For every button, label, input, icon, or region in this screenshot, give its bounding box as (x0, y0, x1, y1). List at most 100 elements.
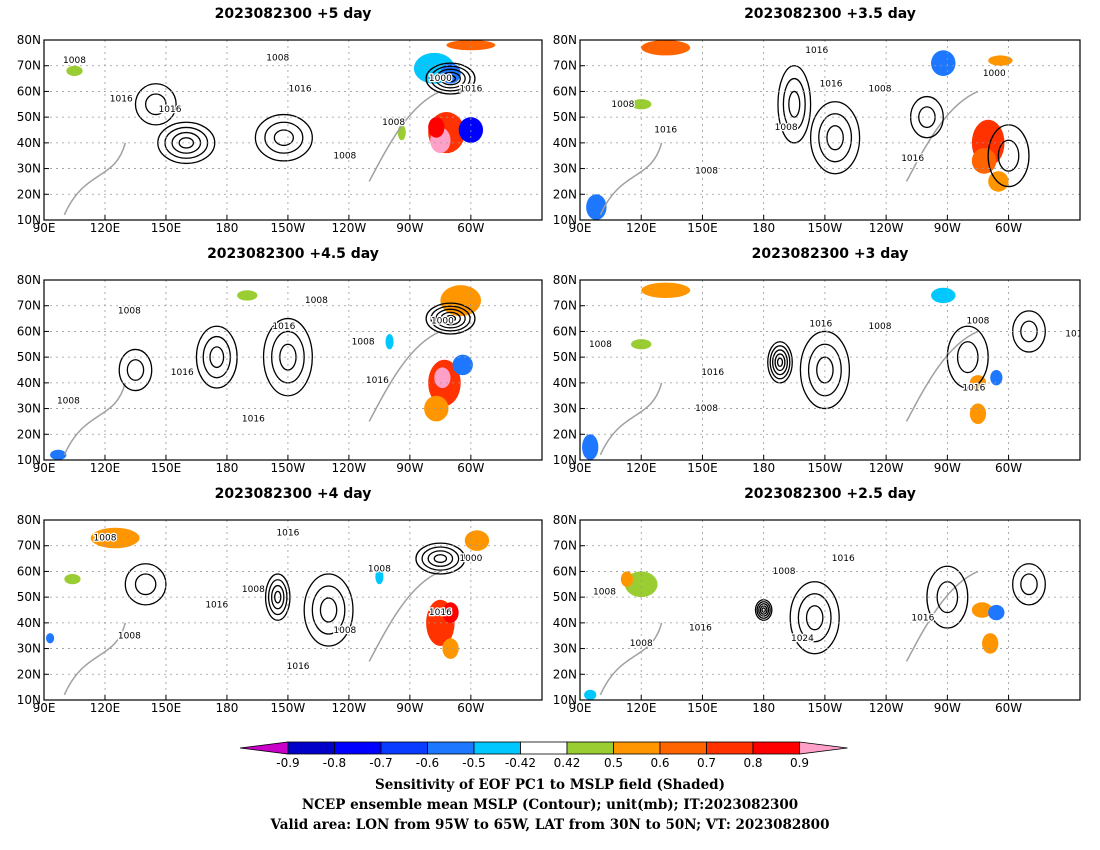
contour-label: 1008 (368, 564, 391, 574)
mslp-contour (445, 74, 457, 83)
mslp-contour (271, 330, 305, 384)
mslp-contour (134, 83, 177, 126)
mslp-contour (273, 129, 294, 147)
mslp-contour (909, 95, 944, 139)
contour-label: 1008 (333, 626, 356, 636)
colorbar-segment (706, 741, 754, 755)
colorbar-label: -0.9 (276, 756, 299, 770)
lon-tick-label: 180 (752, 221, 775, 235)
lat-tick-label: 60N (17, 84, 41, 98)
colorbar-segment (287, 741, 335, 755)
sensitivity-shading-6 (385, 334, 394, 350)
contour-label: 1008 (242, 585, 265, 595)
colorbar-label: 0.5 (604, 756, 623, 770)
lat-tick-label: 70N (553, 539, 577, 553)
lat-tick-label: 30N (553, 402, 577, 416)
lat-tick-label: 40N (17, 616, 41, 630)
sensitivity-shading-4 (452, 354, 473, 376)
mslp-contour (826, 125, 844, 151)
lon-tick-label: 60W (995, 701, 1022, 715)
contour-label: 1008 (611, 100, 634, 110)
lon-tick-label: 90E (33, 701, 56, 715)
lat-tick-label: 70N (553, 299, 577, 313)
lon-tick-label: 150E (151, 701, 182, 715)
map-panel-5: 1008 1016 1008 1000 1008 1016 1016 1008 1008 1016… (17, 513, 543, 715)
lon-tick-label: 120E (90, 461, 121, 475)
colorbar-low-end (239, 741, 289, 755)
lat-tick-label: 40N (17, 136, 41, 150)
lat-tick-label: 10N (553, 693, 577, 707)
lat-tick-label: 10N (553, 213, 577, 227)
lat-tick-label: 20N (17, 667, 41, 681)
lat-tick-label: 10N (17, 453, 41, 467)
mslp-contour (425, 302, 476, 335)
lat-tick-label: 80N (17, 33, 41, 47)
contour-label: 1008 (94, 534, 117, 544)
coastline (599, 330, 979, 456)
mslp-contour (997, 139, 1020, 172)
sensitivity-shading-8 (66, 65, 83, 76)
sensitivity-shading-6 (375, 568, 384, 585)
mslp-contour (427, 550, 454, 567)
map-panel-4: 1016 1008 1008 101 1008 1016 1016 1008 90E 120E 15… (553, 273, 1081, 475)
mslp-contour (430, 65, 471, 92)
colorbar-segment (473, 741, 521, 755)
lat-tick-label: 40N (553, 136, 577, 150)
lon-tick-label: 150W (271, 221, 306, 235)
lon-tick-label: 120W (869, 221, 904, 235)
lat-tick-label: 80N (17, 273, 41, 287)
lat-tick-label: 70N (17, 59, 41, 73)
lat-tick-label: 80N (553, 33, 577, 47)
sensitivity-shading-6 (988, 55, 1013, 66)
lon-tick-label: 150W (808, 221, 843, 235)
contour-label: 1008 (382, 118, 405, 128)
sensitivity-shading-2 (434, 367, 451, 388)
lon-tick-label: 180 (215, 461, 238, 475)
sensitivity-shading-4 (982, 633, 999, 654)
sensitivity-shading-2 (931, 287, 956, 304)
lon-tick-label: 90E (33, 221, 56, 235)
map-frame (579, 39, 1081, 221)
colorbar-label: 0.7 (697, 756, 716, 770)
contour-label: 1016 (901, 154, 924, 164)
lat-tick-label: 50N (17, 110, 41, 124)
coastline (599, 90, 979, 216)
lon-tick-label: 150E (687, 701, 718, 715)
mslp-contour (761, 607, 766, 613)
mslp-contour (264, 121, 304, 154)
colorbar-segment (613, 741, 661, 755)
colorbar-label: 0.8 (743, 756, 762, 770)
lon-tick-label: 120E (626, 461, 657, 475)
contour-label: 1016 (110, 95, 133, 105)
contour-label: 1016 (805, 46, 828, 56)
lat-tick-label: 60N (17, 564, 41, 578)
contour-label: 1000 (983, 69, 1006, 79)
mslp-contour (435, 68, 466, 89)
map-frame (43, 39, 543, 221)
lat-tick-label: 60N (17, 324, 41, 338)
lat-tick-label: 70N (17, 539, 41, 553)
contour-label: 1008 (352, 337, 375, 347)
sensitivity-shading-5 (464, 530, 490, 551)
coastline (63, 570, 441, 696)
contour-label: 1016 (1079, 603, 1100, 613)
contour-label: 1008 (118, 631, 141, 641)
contour-label: 1008 (630, 639, 653, 649)
mslp-contour (433, 554, 448, 564)
map-frame (579, 519, 1081, 701)
colorbar-label: 0.42 (554, 756, 581, 770)
mslp-contour (799, 330, 851, 410)
contour-label: 1008 (589, 340, 612, 350)
lat-tick-label: 20N (17, 427, 41, 441)
sensitivity-shading-8 (237, 290, 258, 301)
lon-tick-label: 180 (752, 461, 775, 475)
sensitivity-shading-6 (584, 689, 597, 700)
lon-tick-label: 150W (808, 701, 843, 715)
lat-tick-label: 50N (553, 590, 577, 604)
lon-tick-label: 150E (687, 461, 718, 475)
colorbar-label: -0.8 (323, 756, 346, 770)
sensitivity-shading-3 (988, 604, 1005, 621)
mslp-contour (425, 62, 476, 95)
lat-tick-label: 50N (17, 350, 41, 364)
contour-label: 1016 (366, 376, 389, 386)
